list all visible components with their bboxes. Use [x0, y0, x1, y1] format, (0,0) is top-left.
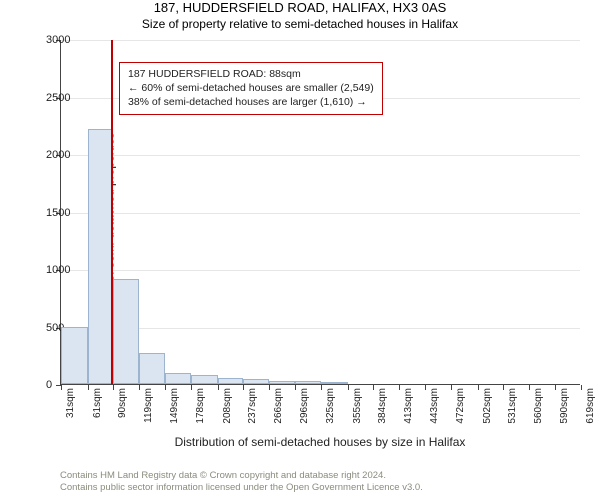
ytick-label: 1500: [46, 207, 51, 219]
histogram-bar: [321, 382, 348, 384]
xtick-mark: [191, 385, 192, 390]
info-box-line3: 38% of semi-detached houses are larger (…: [128, 95, 374, 109]
xtick-mark: [503, 385, 504, 390]
gridline: [61, 213, 580, 214]
info-box-line1: 187 HUDDERSFIELD ROAD: 88sqm: [128, 67, 374, 81]
xtick-label: 355sqm: [352, 388, 363, 424]
xtick-label: 149sqm: [169, 388, 180, 424]
ytick-label: 3000: [46, 34, 51, 46]
histogram-bar: [243, 379, 269, 384]
footer-line2: Contains public sector information licen…: [60, 482, 423, 494]
xtick-label: 325sqm: [325, 388, 336, 424]
gridline: [61, 328, 580, 329]
xtick-mark: [269, 385, 270, 390]
info-box-line2: ← 60% of semi-detached houses are smalle…: [128, 81, 374, 95]
xtick-label: 61sqm: [92, 388, 103, 418]
plot-region: 05001000150020002500300031sqm61sqm90sqm1…: [60, 40, 580, 385]
ytick-label: 0: [46, 379, 51, 391]
ytick-label: 1000: [46, 264, 51, 276]
chart-area: Number of semi-detached properties 05001…: [60, 40, 580, 420]
info-box: 187 HUDDERSFIELD ROAD: 88sqm← 60% of sem…: [119, 62, 383, 115]
xtick-label: 237sqm: [247, 388, 258, 424]
ytick-label: 500: [46, 322, 51, 334]
x-axis-label: Distribution of semi-detached houses by …: [175, 435, 466, 449]
xtick-label: 413sqm: [403, 388, 414, 424]
gridline: [61, 155, 580, 156]
xtick-label: 119sqm: [143, 388, 154, 423]
property-marker-line: [111, 40, 113, 384]
histogram-bar: [269, 381, 296, 384]
xtick-mark: [113, 385, 114, 390]
xtick-label: 531sqm: [507, 388, 518, 424]
xtick-mark: [295, 385, 296, 390]
xtick-label: 619sqm: [585, 388, 596, 424]
ytick-label: 2500: [46, 92, 51, 104]
xtick-mark: [399, 385, 400, 390]
xtick-label: 443sqm: [429, 388, 440, 424]
footer-attribution: Contains HM Land Registry data © Crown c…: [60, 470, 423, 494]
footer-line1: Contains HM Land Registry data © Crown c…: [60, 470, 423, 482]
xtick-mark: [529, 385, 530, 390]
xtick-mark: [321, 385, 322, 390]
xtick-label: 208sqm: [222, 388, 233, 424]
chart-subtitle: Size of property relative to semi-detach…: [0, 17, 600, 31]
ytick-label: 2000: [46, 149, 51, 161]
xtick-mark: [478, 385, 479, 390]
xtick-mark: [88, 385, 89, 390]
histogram-bar: [61, 327, 88, 385]
xtick-mark: [581, 385, 582, 390]
xtick-mark: [348, 385, 349, 390]
xtick-mark: [243, 385, 244, 390]
xtick-mark: [451, 385, 452, 390]
xtick-label: 384sqm: [377, 388, 388, 424]
xtick-mark: [61, 385, 62, 390]
xtick-mark: [139, 385, 140, 390]
gridline: [61, 40, 580, 41]
xtick-mark: [165, 385, 166, 390]
xtick-label: 590sqm: [559, 388, 570, 424]
xtick-label: 296sqm: [299, 388, 310, 424]
histogram-bar: [191, 375, 218, 384]
histogram-bar: [165, 373, 191, 385]
gridline: [61, 270, 580, 271]
xtick-label: 90sqm: [117, 388, 128, 418]
histogram-bar: [88, 129, 114, 384]
xtick-label: 472sqm: [455, 388, 466, 424]
xtick-label: 31sqm: [65, 388, 76, 418]
xtick-mark: [425, 385, 426, 390]
histogram-bar: [139, 353, 166, 384]
histogram-bar: [218, 378, 244, 384]
chart-title: 187, HUDDERSFIELD ROAD, HALIFAX, HX3 0AS: [0, 0, 600, 15]
histogram-bar: [295, 381, 321, 384]
xtick-label: 178sqm: [195, 388, 206, 424]
xtick-label: 560sqm: [533, 388, 544, 424]
xtick-mark: [555, 385, 556, 390]
xtick-label: 502sqm: [482, 388, 493, 424]
histogram-bar: [113, 279, 139, 384]
xtick-label: 266sqm: [273, 388, 284, 424]
xtick-mark: [373, 385, 374, 390]
xtick-mark: [218, 385, 219, 390]
